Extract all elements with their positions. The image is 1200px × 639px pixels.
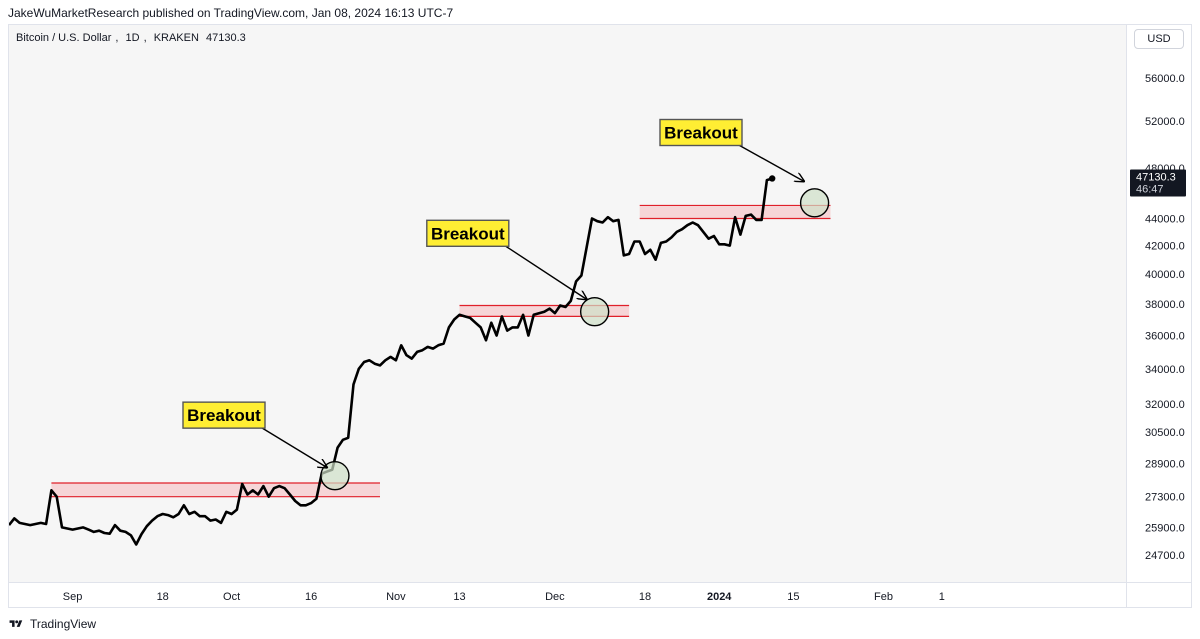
x-tick-label: Oct xyxy=(223,591,240,603)
x-tick-label: 18 xyxy=(639,591,651,603)
symbol-exchange: KRAKEN xyxy=(153,32,199,44)
y-tick-label: 32000.0 xyxy=(1145,399,1185,411)
last-price-dot xyxy=(769,175,776,182)
breakout-callout-box-2 xyxy=(426,219,510,247)
breakout-zone-fill-1 xyxy=(51,482,381,497)
y-tick-label: 27300.0 xyxy=(1145,492,1185,504)
time-axis-divider xyxy=(9,582,1192,583)
x-tick-label: 13 xyxy=(453,591,465,603)
breakout-callout-label-2: Breakout xyxy=(431,224,505,243)
price-axis-divider xyxy=(1126,25,1127,607)
x-tick-label: 18 xyxy=(157,591,169,603)
symbol-name: Bitcoin / U.S. Dollar xyxy=(16,32,112,44)
y-tick-label: 44000.0 xyxy=(1145,214,1185,226)
breakout-arrow-1 xyxy=(258,425,327,467)
y-tick-label: 36000.0 xyxy=(1145,330,1185,342)
y-tick-label: 28900.0 xyxy=(1145,458,1185,470)
x-tick-label: 2024 xyxy=(707,591,732,603)
x-tick-label: Sep xyxy=(63,591,83,603)
symbol-last-price: 47130.3 xyxy=(206,32,246,44)
y-tick-label: 24700.0 xyxy=(1145,550,1185,562)
x-tick-label: 1 xyxy=(939,591,945,603)
y-tick-label: 52000.0 xyxy=(1145,116,1185,128)
breakout-arrow-3 xyxy=(735,142,804,182)
breakout-arrow-2 xyxy=(502,243,587,299)
y-tick-label: 34000.0 xyxy=(1145,364,1185,376)
breakout-callout-box-1 xyxy=(182,401,266,429)
breakout-circle-3 xyxy=(799,188,830,218)
publisher-line: JakeWuMarketResearch published on Tradin… xyxy=(8,6,454,20)
y-tick-label: 40000.0 xyxy=(1145,269,1185,281)
last-price-tag-value: 47130.3 xyxy=(1136,171,1176,183)
currency-button[interactable]: USD xyxy=(1134,29,1184,49)
symbol-interval: 1D xyxy=(125,32,140,44)
breakout-callout-label-3: Breakout xyxy=(664,124,738,143)
y-tick-label: 30500.0 xyxy=(1145,427,1185,439)
breakout-circle-2 xyxy=(579,296,610,327)
x-tick-label: Nov xyxy=(386,591,406,603)
last-price-tag xyxy=(1130,169,1186,197)
y-tick-label: 38000.0 xyxy=(1145,299,1185,311)
price-line xyxy=(9,177,773,546)
footer: TradingView xyxy=(8,614,96,634)
y-tick-label: 42000.0 xyxy=(1145,241,1185,253)
breakout-callout-box-3 xyxy=(659,118,743,147)
x-tick-label: 15 xyxy=(787,591,799,603)
footer-brand: TradingView xyxy=(30,617,97,631)
breakout-callout-label-1: Breakout xyxy=(187,406,261,425)
x-tick-label: Feb xyxy=(874,591,893,603)
last-price-tag-countdown: 46:47 xyxy=(1136,183,1164,195)
x-tick-label: 16 xyxy=(305,591,317,603)
y-tick-label: 25900.0 xyxy=(1145,522,1185,534)
breakout-zone-fill-3 xyxy=(639,205,831,219)
y-tick-label: 56000.0 xyxy=(1145,73,1185,85)
x-tick-label: Dec xyxy=(545,591,565,603)
tradingview-logo-icon xyxy=(9,620,23,627)
symbol-legend[interactable]: Bitcoin / U.S. Dollar, 1D, KRAKEN 47130.… xyxy=(16,32,246,44)
